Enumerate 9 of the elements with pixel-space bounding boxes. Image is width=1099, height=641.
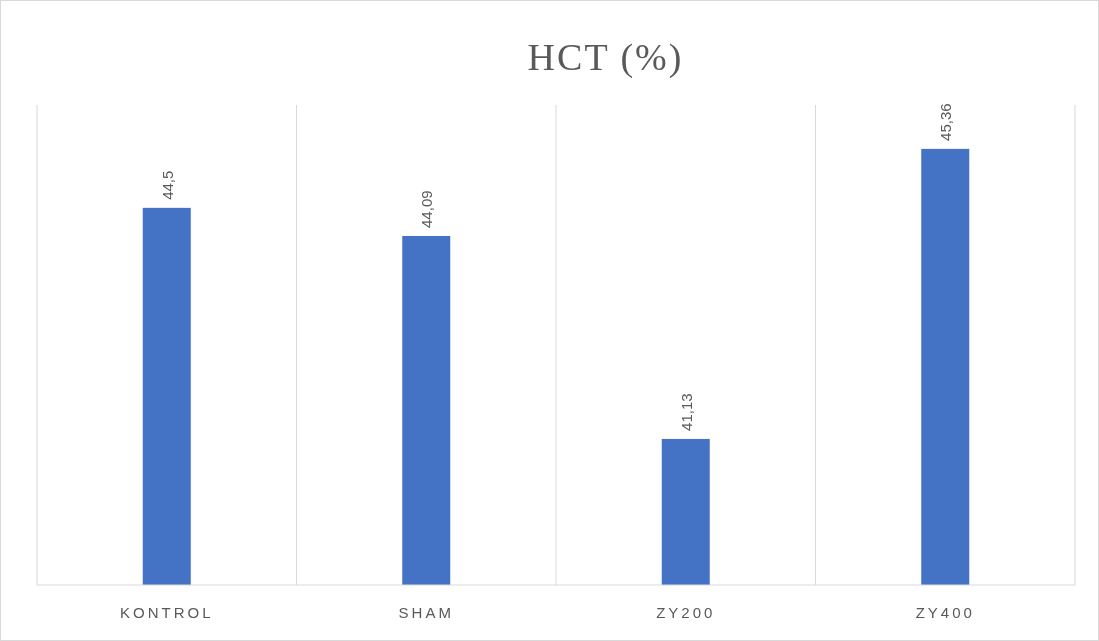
x-tick-label: ZY400 [915, 604, 975, 621]
data-label: 44,09 [418, 190, 436, 228]
x-tick-label: ZY200 [656, 604, 716, 621]
x-tick-label: SHAM [398, 604, 454, 621]
data-label: 44,5 [158, 170, 176, 200]
x-tick-label: KONTROL [119, 604, 214, 621]
chart-title: HCT (%) [527, 36, 684, 79]
data-label: 45,36 [937, 103, 955, 141]
data-label: 41,13 [677, 393, 695, 431]
